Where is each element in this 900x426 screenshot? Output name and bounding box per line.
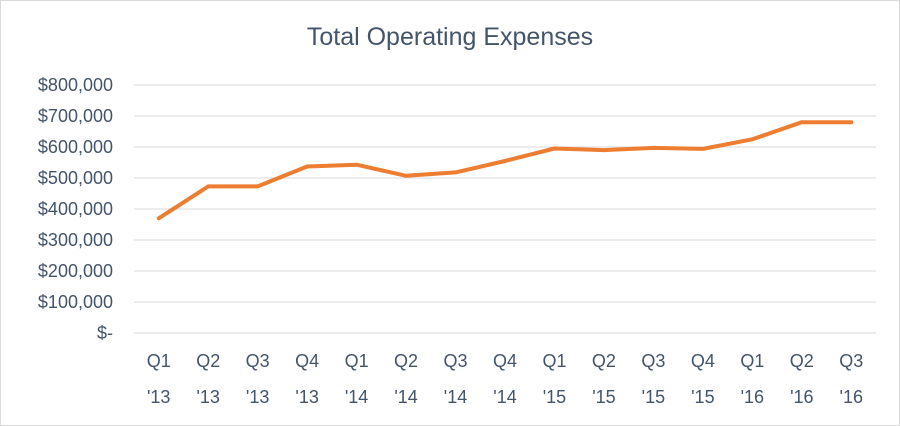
data-point: [750, 137, 754, 141]
x-tick-label: '14: [493, 387, 516, 407]
x-tick-label: '15: [691, 387, 714, 407]
x-tick-label: Q3: [246, 351, 270, 371]
series-line: [156, 120, 854, 221]
y-tick-label: $500,000: [38, 168, 113, 188]
y-tick-label: $-: [97, 323, 113, 343]
x-tick-label: '13: [147, 387, 170, 407]
data-point: [305, 165, 309, 169]
data-point: [355, 163, 359, 167]
x-tick-label: '13: [295, 387, 318, 407]
y-tick-label: $200,000: [38, 261, 113, 281]
data-point: [602, 148, 606, 152]
data-point: [800, 120, 804, 124]
y-tick-label: $300,000: [38, 230, 113, 250]
y-tick-label: $800,000: [38, 75, 113, 95]
x-tick-label: Q1: [740, 351, 764, 371]
x-tick-label: '14: [345, 387, 368, 407]
x-tick-label: Q3: [444, 351, 468, 371]
x-tick-label: Q3: [641, 351, 665, 371]
y-tick-label: $700,000: [38, 106, 113, 126]
x-tick-label: Q4: [493, 351, 517, 371]
x-tick-label: '15: [543, 387, 566, 407]
data-point: [454, 170, 458, 174]
x-tick-label: '16: [840, 387, 863, 407]
x-tick-label: Q4: [691, 351, 715, 371]
x-tick-label: '14: [394, 387, 417, 407]
data-point: [256, 184, 260, 188]
x-tick-label: Q1: [345, 351, 369, 371]
y-tick-label: $100,000: [38, 292, 113, 312]
x-tick-label: Q4: [295, 351, 319, 371]
data-point: [157, 216, 161, 220]
data-point: [849, 120, 853, 124]
x-tick-label: '15: [642, 387, 665, 407]
x-tick-label: '15: [592, 387, 615, 407]
x-tick-label: Q1: [147, 351, 171, 371]
x-tick-label: Q3: [839, 351, 863, 371]
x-tick-label: Q2: [196, 351, 220, 371]
x-tick-label: Q1: [542, 351, 566, 371]
y-tick-label: $600,000: [38, 137, 113, 157]
x-tick-label: '13: [246, 387, 269, 407]
y-tick-label: $400,000: [38, 199, 113, 219]
data-point: [701, 147, 705, 151]
x-tick-label: '16: [790, 387, 813, 407]
data-point: [503, 159, 507, 163]
data-point: [404, 174, 408, 178]
x-tick-label: '16: [741, 387, 764, 407]
x-tick-label: Q2: [394, 351, 418, 371]
x-tick-label: '14: [444, 387, 467, 407]
x-tick-label: Q2: [592, 351, 616, 371]
x-tick-label: '13: [196, 387, 219, 407]
chart-title: Total Operating Expenses: [306, 23, 594, 51]
data-point: [552, 147, 556, 151]
x-tick-label: Q2: [790, 351, 814, 371]
data-point: [651, 146, 655, 150]
data-point: [206, 184, 210, 188]
